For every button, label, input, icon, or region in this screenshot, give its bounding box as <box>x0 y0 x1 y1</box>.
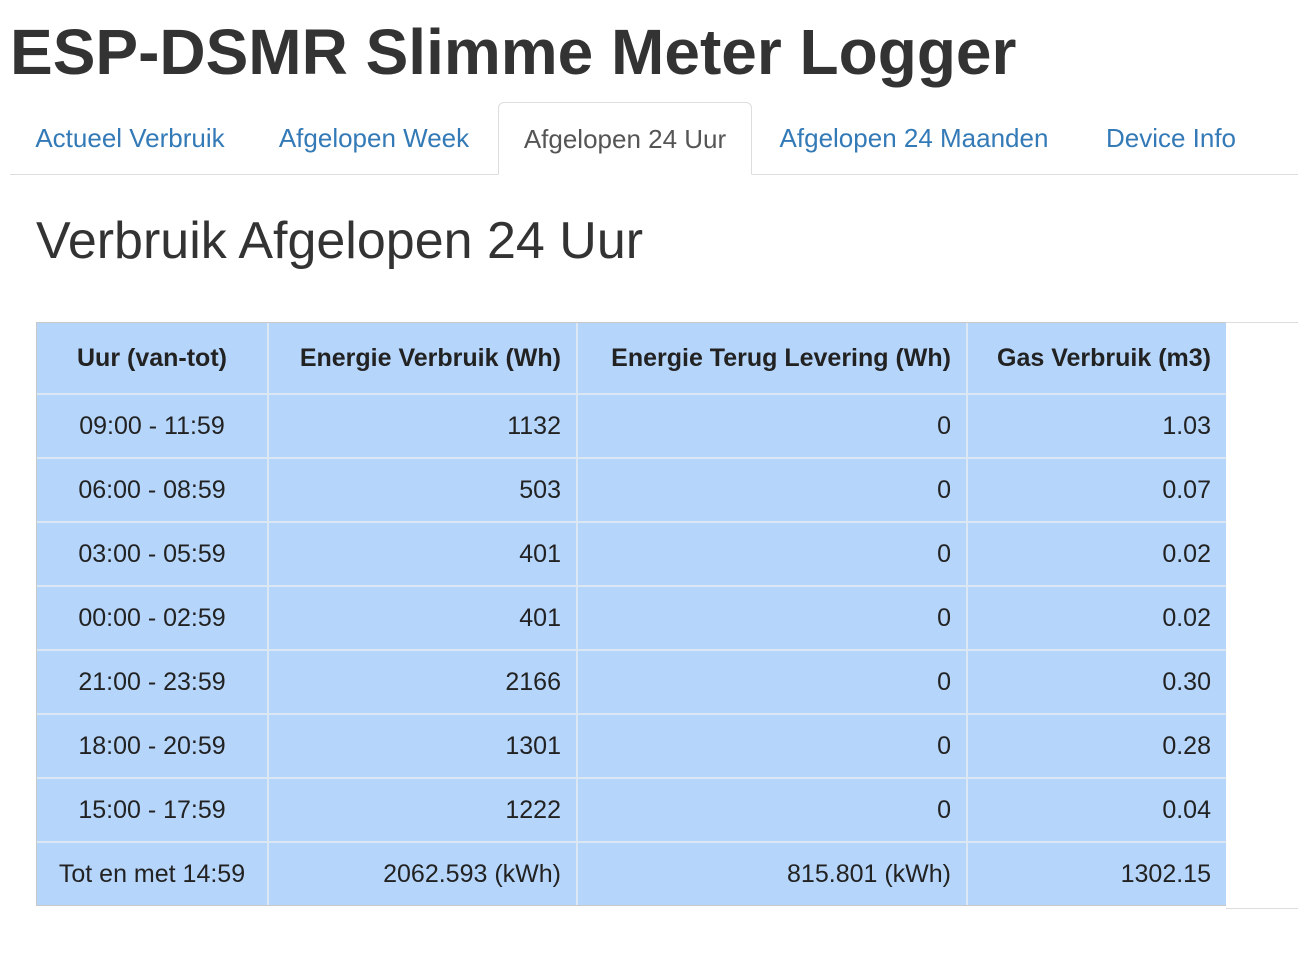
tab-actueel-verbruik[interactable]: Actueel Verbruik <box>35 123 225 153</box>
cell-total-label: Tot en met 14:59 <box>37 842 269 905</box>
tab-afgelopen-24-maanden[interactable]: Afgelopen 24 Maanden <box>779 123 1049 153</box>
table-row: 09:00 - 11:59 1132 0 1.03 <box>37 394 1226 459</box>
cell-energie-verbruik: 1132 <box>268 394 578 459</box>
nav-tabs: Actueel Verbruik Afgelopen Week Afgelope… <box>10 102 1298 175</box>
cell-uur: 21:00 - 23:59 <box>37 650 269 715</box>
app-title: ESP-DSMR Slimme Meter Logger <box>10 16 1017 88</box>
table-row: 03:00 - 05:59 401 0 0.02 <box>37 522 1226 587</box>
tab-afgelopen-24-uur[interactable]: Afgelopen 24 Uur <box>498 102 752 175</box>
divider <box>1226 322 1298 323</box>
table-total-row: Tot en met 14:59 2062.593 (kWh) 815.801 … <box>37 842 1226 905</box>
cell-gas-verbruik: 0.28 <box>967 714 1226 779</box>
table-row: 18:00 - 20:59 1301 0 0.28 <box>37 714 1226 779</box>
cell-uur: 09:00 - 11:59 <box>37 394 269 459</box>
page-title: Verbruik Afgelopen 24 Uur <box>36 212 644 270</box>
cell-gas-verbruik: 0.02 <box>967 522 1226 587</box>
cell-energie-verbruik: 401 <box>268 586 578 651</box>
column-header-gas-verbruik: Gas Verbruik (m3) <box>967 323 1226 395</box>
cell-gas-verbruik: 0.04 <box>967 778 1226 843</box>
cell-uur: 18:00 - 20:59 <box>37 714 269 779</box>
cell-uur: 06:00 - 08:59 <box>37 458 269 523</box>
cell-gas-verbruik: 0.07 <box>967 458 1226 523</box>
column-header-energie-verbruik: Energie Verbruik (Wh) <box>268 323 578 395</box>
cell-uur: 15:00 - 17:59 <box>37 778 269 843</box>
tab-device-info[interactable]: Device Info <box>1105 123 1237 153</box>
cell-energie-verbruik: 401 <box>268 522 578 587</box>
table-row: 00:00 - 02:59 401 0 0.02 <box>37 586 1226 651</box>
cell-energie-terug-levering: 0 <box>577 778 968 843</box>
divider <box>1226 908 1298 909</box>
table-header-row: Uur (van-tot) Energie Verbruik (Wh) Ener… <box>37 323 1226 395</box>
cell-energie-terug-levering: 0 <box>577 458 968 523</box>
cell-energie-terug-levering: 0 <box>577 522 968 587</box>
column-header-uur: Uur (van-tot) <box>37 323 269 395</box>
cell-uur: 03:00 - 05:59 <box>37 522 269 587</box>
cell-total-gas-verbruik: 1302.15 <box>1120 859 1211 888</box>
cell-total-energie-terug-levering: 815.801 (kWh) <box>577 842 968 905</box>
tab-afgelopen-week[interactable]: Afgelopen Week <box>278 123 470 153</box>
cell-energie-verbruik: 1301 <box>268 714 578 779</box>
cell-gas-verbruik: 0.30 <box>967 650 1226 715</box>
table-row: 06:00 - 08:59 503 0 0.07 <box>37 458 1226 523</box>
cell-energie-terug-levering: 0 <box>577 394 968 459</box>
table-row: 15:00 - 17:59 1222 0 0.04 <box>37 778 1226 843</box>
table-row: 21:00 - 23:59 2166 0 0.30 <box>37 650 1226 715</box>
cell-uur: 00:00 - 02:59 <box>37 586 269 651</box>
cell-energie-verbruik: 503 <box>268 458 578 523</box>
column-header-energie-terug-levering: Energie Terug Levering (Wh) <box>577 323 968 395</box>
usage-table: Uur (van-tot) Energie Verbruik (Wh) Ener… <box>37 323 1226 905</box>
cell-total-energie-verbruik: 2062.593 (kWh) <box>268 842 578 905</box>
usage-table-container: Uur (van-tot) Energie Verbruik (Wh) Ener… <box>36 322 1226 906</box>
cell-energie-verbruik: 1222 <box>268 778 578 843</box>
cell-energie-terug-levering: 0 <box>577 650 968 715</box>
cell-gas-verbruik: 0.02 <box>967 586 1226 651</box>
cell-energie-verbruik: 2166 <box>268 650 578 715</box>
cell-energie-terug-levering: 0 <box>577 714 968 779</box>
cell-energie-terug-levering: 0 <box>577 586 968 651</box>
cell-gas-verbruik: 1.03 <box>967 394 1226 459</box>
